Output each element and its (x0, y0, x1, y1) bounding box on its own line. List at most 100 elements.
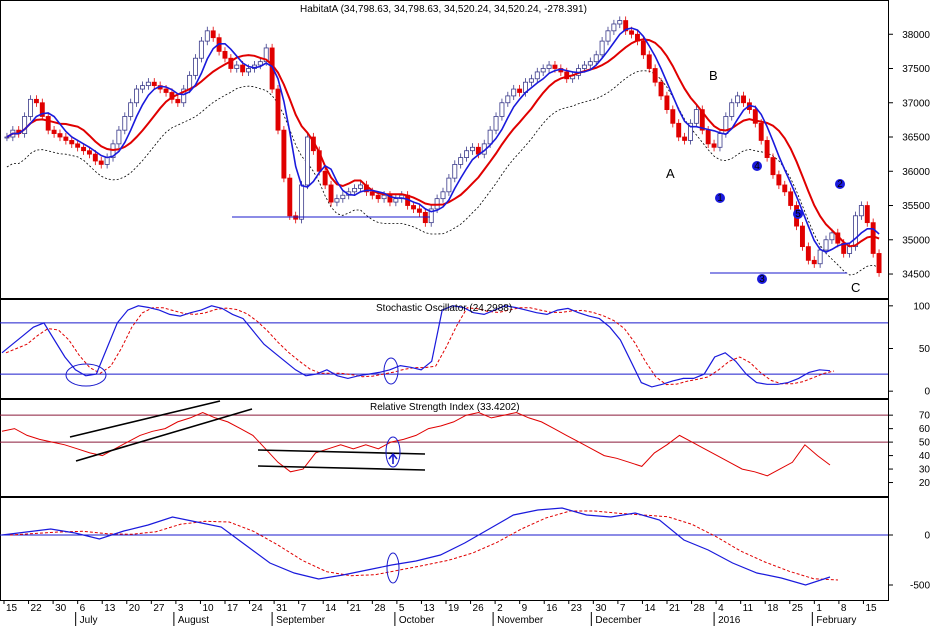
wave-marker (835, 179, 845, 189)
candle (617, 20, 623, 25)
candle (305, 136, 310, 186)
x-month-label: September (276, 615, 326, 626)
x-day-label: 26 (473, 603, 485, 614)
rsi-y-tick-label: 60 (919, 424, 931, 435)
candle (134, 88, 140, 104)
highlight-ellipse (65, 363, 107, 387)
candle (193, 57, 198, 76)
candle (682, 136, 688, 141)
x-day-label: 1 (816, 603, 822, 614)
candle (658, 81, 664, 97)
price-y-tick-label: 34500 (902, 270, 930, 281)
candle (640, 40, 646, 56)
x-day-label: 24 (252, 603, 264, 614)
candle (452, 164, 458, 179)
candle (876, 253, 882, 274)
candle (664, 95, 670, 111)
candle (375, 194, 381, 200)
candle (116, 129, 122, 145)
x-day-label: 13 (104, 603, 116, 614)
candle (287, 177, 293, 217)
x-day-label: 18 (767, 603, 779, 614)
candle (534, 71, 540, 80)
highlight-ellipse (385, 436, 401, 468)
candle (86, 150, 92, 155)
rsi-panel: 20 30 40 50 60 70 (0, 399, 930, 497)
candle (581, 64, 587, 69)
candle (464, 150, 470, 158)
candle (22, 116, 28, 134)
candle (540, 68, 546, 73)
x-day-label: 19 (448, 603, 460, 614)
x-month-label: 2016 (718, 615, 741, 626)
x-day-label: 7 (301, 603, 307, 614)
wave-number-1: 1 (717, 193, 723, 204)
candle (528, 78, 534, 83)
trend-line (75, 408, 253, 462)
x-day-label: 15 (865, 603, 877, 614)
candle (688, 122, 693, 141)
candle (234, 64, 240, 69)
candle (864, 205, 870, 224)
x-day-label: 7 (620, 603, 626, 614)
candle (28, 98, 33, 117)
stoch-y-tick-label: 100 (913, 301, 930, 312)
macd-y-tick-label: -500 (910, 581, 930, 592)
x-day-label: 23 (571, 603, 583, 614)
candle (470, 146, 475, 152)
stoch-signal-line (5, 307, 835, 386)
candle (517, 88, 523, 93)
candle (705, 129, 711, 145)
candle (246, 68, 252, 73)
x-day-label: 5 (399, 603, 405, 614)
candle (33, 98, 39, 104)
price-panel: 34500 35000 35500 36000 36500 37000 37500 38000 (0, 0, 930, 299)
candle (411, 205, 416, 210)
price-chart-title: HabitatA (34,798.63, 34,798.63, 34,520.2… (300, 4, 587, 15)
candle (646, 54, 652, 69)
candle (340, 194, 346, 200)
candle (381, 194, 387, 200)
up-arrow-icon (388, 452, 398, 464)
x-day-label: 21 (350, 603, 362, 614)
x-day-label: 21 (669, 603, 681, 614)
trend-line (257, 465, 426, 471)
price-y-tick-label: 36500 (902, 133, 930, 144)
x-month-label: August (178, 615, 209, 626)
candle (458, 157, 464, 165)
x-day-label: 14 (325, 603, 337, 614)
candle (782, 184, 788, 193)
candle (334, 198, 340, 203)
candle (764, 140, 770, 158)
x-day-label: 11 (743, 603, 754, 614)
wave-number-5: 5 (795, 209, 801, 220)
candle (711, 143, 717, 148)
candle (204, 30, 210, 42)
stochastic-panel: 0 50 100 (0, 299, 930, 399)
price-y-tick-label: 35500 (902, 201, 930, 212)
x-day-label: 2 (497, 603, 503, 614)
price-y-tick-label: 37500 (902, 64, 930, 75)
candle (717, 133, 723, 148)
candle (605, 30, 611, 42)
candle (493, 116, 499, 131)
candle (51, 129, 57, 134)
rsi-y-tick-label: 50 (919, 438, 931, 449)
stoch-main-line (1, 305, 831, 388)
candle (198, 40, 204, 59)
x-day-label: 8 (841, 603, 847, 614)
candle (187, 74, 193, 90)
x-day-label: 28 (694, 603, 706, 614)
candle (770, 157, 776, 176)
candle (45, 116, 51, 131)
x-day-label: 31 (276, 603, 288, 614)
candle (122, 116, 128, 131)
candle (735, 95, 741, 104)
candle (175, 98, 181, 104)
x-month-label: November (497, 615, 544, 626)
candle (322, 170, 328, 186)
candle (829, 232, 835, 241)
wave-label-c: C (851, 280, 860, 295)
candle (57, 133, 63, 138)
